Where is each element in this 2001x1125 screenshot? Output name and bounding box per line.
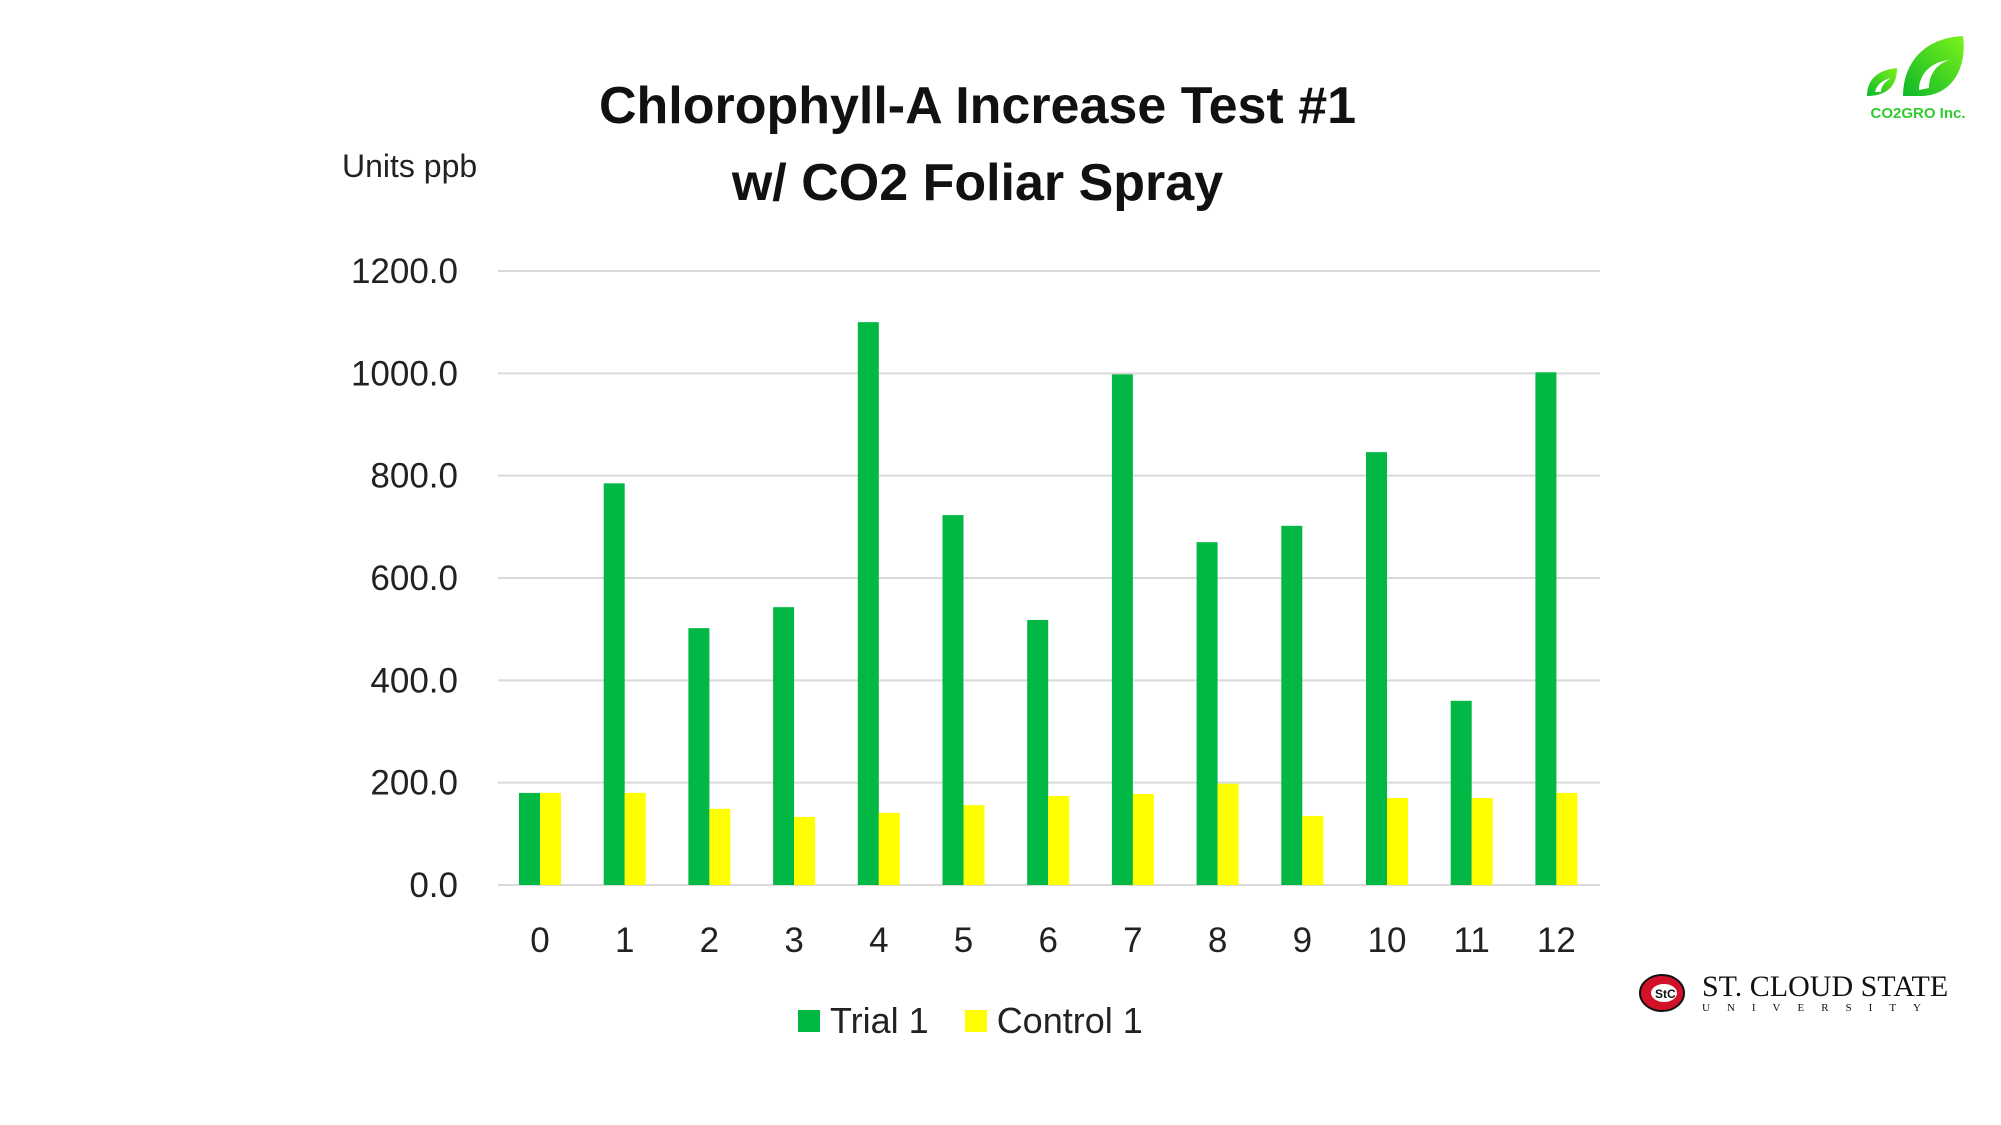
y-tick-label: 1000.0 — [351, 354, 458, 393]
legend-item-trial: Trial 1 — [798, 1000, 929, 1042]
bar-trial — [1366, 452, 1387, 885]
chart-title-line1: Chlorophyll-A Increase Test #1 — [598, 77, 1357, 135]
legend-label-control: Control 1 — [996, 1000, 1143, 1041]
bar-trial — [688, 628, 710, 885]
leaf-logo-icon — [1867, 36, 1964, 96]
x-tick-label: 8 — [1208, 921, 1227, 960]
bar-trial — [519, 792, 540, 885]
x-tick-label: 3 — [784, 921, 803, 960]
legend-item-control: Control 1 — [964, 1000, 1143, 1042]
x-tick-label: 2 — [700, 921, 719, 960]
bar-control — [1471, 798, 1493, 885]
y-tick-label: 0.0 — [409, 866, 458, 905]
x-tick-label: 6 — [1038, 921, 1057, 960]
x-tick-label: 1 — [615, 921, 634, 960]
bar-control — [1556, 792, 1578, 885]
y-tick-label: 800.0 — [370, 457, 458, 496]
co2gro-logo-text: CO2GRO Inc. — [1870, 105, 1966, 122]
bar-trial — [942, 515, 964, 885]
bar-trial — [1111, 374, 1133, 885]
bar-trial — [1535, 372, 1557, 885]
legend-swatch-trial — [798, 1010, 820, 1032]
bar-control — [709, 808, 731, 885]
legend-swatch-control — [964, 1010, 987, 1032]
legend-label-trial: Trial 1 — [830, 1000, 929, 1041]
bar-trial — [1027, 619, 1049, 885]
scsu-c-icon: StC — [1639, 974, 1685, 1012]
bar-control — [540, 792, 561, 885]
scsu-university: UNIVERSITY — [1702, 1002, 1938, 1014]
y-tick-label: 1200.0 — [351, 252, 458, 291]
bar-control — [1302, 815, 1324, 885]
x-tick-label: 0 — [530, 921, 549, 960]
x-tick-label: 10 — [1368, 921, 1407, 960]
bar-control — [878, 812, 900, 885]
x-tick-label: 7 — [1123, 921, 1142, 960]
y-axis-label: Units ppb — [342, 148, 478, 184]
bar-control — [1217, 783, 1239, 885]
svg-text:StC: StC — [1655, 987, 1676, 1001]
x-tick-label: 4 — [869, 921, 888, 960]
x-tick-label: 12 — [1537, 921, 1576, 960]
bar-control — [1048, 795, 1070, 885]
bar-control — [1387, 798, 1408, 885]
x-tick-label: 9 — [1293, 921, 1312, 960]
legend: Trial 1 Control 1 — [798, 1000, 1179, 1042]
y-tick-label: 200.0 — [370, 764, 458, 803]
x-tick-label: 11 — [1454, 921, 1490, 960]
co2gro-logo: CO2GRO Inc. — [1862, 34, 1974, 122]
bar-trial — [1450, 700, 1472, 885]
scsu-logo: StC ST. CLOUD STATE UNIVERSITY — [1638, 972, 1948, 1014]
bar-trial — [1281, 525, 1303, 885]
bar-trial — [773, 607, 795, 885]
bar-trial — [603, 483, 625, 885]
bar-trial — [857, 322, 879, 886]
y-tick-label: 600.0 — [370, 559, 458, 598]
chart-title-line2: w/ CO2 Foliar Spray — [731, 154, 1224, 212]
x-tick-label: 5 — [954, 921, 973, 960]
y-tick-label: 400.0 — [370, 661, 458, 700]
bar-control — [624, 792, 646, 885]
bar-control — [963, 805, 985, 885]
bar-control — [794, 816, 816, 885]
bar-trial — [1196, 542, 1218, 885]
bar-control — [1132, 793, 1154, 885]
scsu-name: ST. CLOUD STATE — [1702, 970, 1949, 1003]
